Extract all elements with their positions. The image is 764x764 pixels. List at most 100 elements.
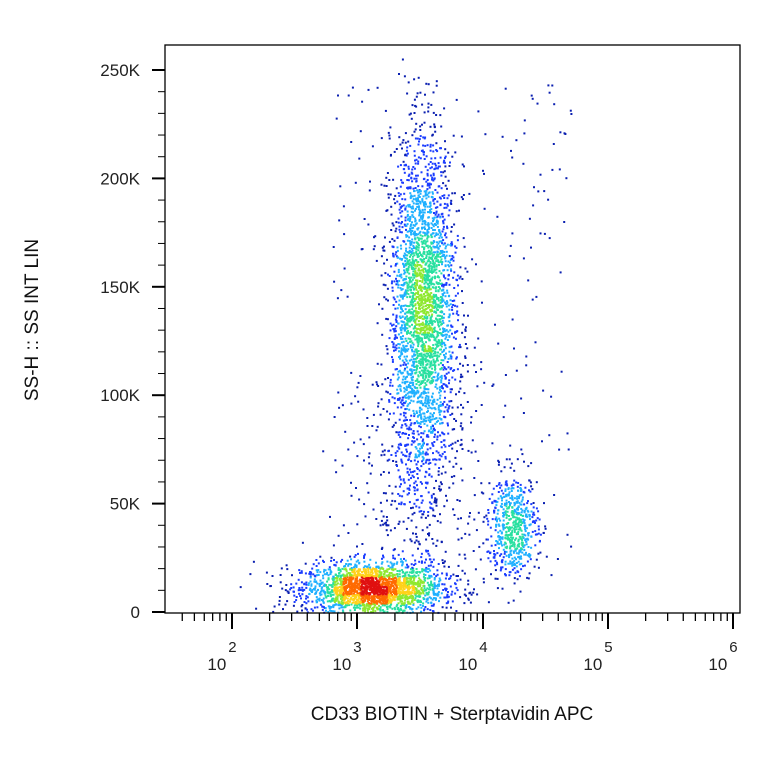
event-point: [406, 332, 408, 335]
event-point: [413, 254, 416, 257]
event-point: [376, 591, 378, 594]
event-point: [401, 310, 404, 313]
event-point: [395, 595, 398, 598]
event-point: [432, 300, 435, 303]
event-point: [438, 577, 441, 580]
event-point: [414, 279, 417, 282]
event-point: [356, 583, 359, 586]
event-point: [422, 392, 425, 395]
event-point: [406, 270, 409, 273]
event-point: [365, 597, 368, 600]
event-point: [418, 560, 421, 563]
event-point: [386, 584, 389, 587]
event-point: [347, 578, 350, 581]
event-point: [376, 596, 378, 599]
event-point: [405, 275, 408, 278]
event-point: [414, 581, 417, 584]
event-point: [326, 588, 329, 591]
event-point: [360, 584, 363, 587]
event-point: [380, 363, 383, 366]
event-point: [401, 396, 404, 399]
event-point: [423, 151, 425, 154]
event-point: [432, 174, 435, 177]
event-point: [333, 563, 336, 566]
event-point: [432, 425, 434, 427]
event-point: [447, 278, 450, 281]
event-point: [411, 295, 414, 298]
event-point: [292, 604, 295, 607]
event-point: [394, 202, 397, 205]
event-point: [415, 251, 418, 254]
event-point: [397, 333, 400, 336]
event-point: [367, 607, 370, 610]
event-point: [403, 361, 406, 364]
event-point: [402, 594, 405, 597]
event-point: [439, 114, 442, 117]
event-point: [387, 590, 390, 593]
event-point: [392, 304, 395, 306]
event-point: [433, 597, 435, 600]
event-point: [419, 581, 422, 583]
event-point: [428, 335, 431, 338]
event-point: [453, 271, 456, 274]
event-point: [366, 573, 369, 576]
event-point: [433, 578, 436, 581]
event-point: [429, 399, 432, 402]
event-point: [407, 331, 410, 334]
event-point: [370, 602, 373, 605]
event-point: [412, 301, 414, 304]
event-point: [417, 350, 420, 352]
event-point: [395, 148, 398, 150]
event-point: [405, 149, 408, 152]
event-point: [394, 349, 397, 352]
event-point: [371, 572, 374, 575]
event-point: [338, 572, 340, 575]
event-point: [374, 587, 377, 590]
event-point: [433, 216, 436, 219]
event-point: [440, 296, 443, 299]
event-point: [406, 296, 409, 299]
event-point: [306, 596, 309, 599]
event-point: [367, 577, 370, 579]
event-point: [407, 260, 410, 263]
event-point: [392, 224, 395, 227]
event-point: [427, 570, 430, 573]
event-point: [422, 144, 425, 147]
event-point: [440, 418, 443, 421]
event-point: [424, 399, 427, 402]
event-point: [445, 283, 448, 286]
event-point: [416, 421, 419, 424]
event-point: [401, 297, 404, 300]
event-point: [368, 573, 371, 576]
event-point: [392, 590, 394, 593]
event-point: [429, 211, 432, 214]
event-point: [351, 598, 354, 601]
event-point: [399, 442, 402, 445]
event-point: [429, 418, 432, 421]
event-point: [438, 185, 441, 188]
event-point: [388, 240, 391, 243]
event-point: [300, 605, 303, 608]
event-point: [353, 586, 356, 589]
event-point: [368, 599, 371, 601]
event-point: [353, 609, 356, 611]
event-point: [399, 364, 402, 367]
event-point: [321, 608, 324, 611]
event-point: [325, 584, 327, 587]
event-point: [528, 572, 531, 575]
event-point: [392, 342, 395, 345]
event-point: [454, 337, 457, 340]
event-point: [381, 246, 384, 249]
event-point: [393, 573, 395, 576]
event-point: [397, 587, 400, 590]
event-point: [405, 359, 408, 362]
event-point: [391, 576, 394, 578]
event-point: [379, 609, 382, 612]
event-point: [423, 248, 426, 250]
event-point: [345, 592, 348, 595]
event-point: [405, 268, 408, 271]
event-point: [406, 146, 409, 149]
event-point: [415, 607, 418, 610]
event-point: [447, 324, 450, 327]
event-point: [344, 590, 347, 593]
